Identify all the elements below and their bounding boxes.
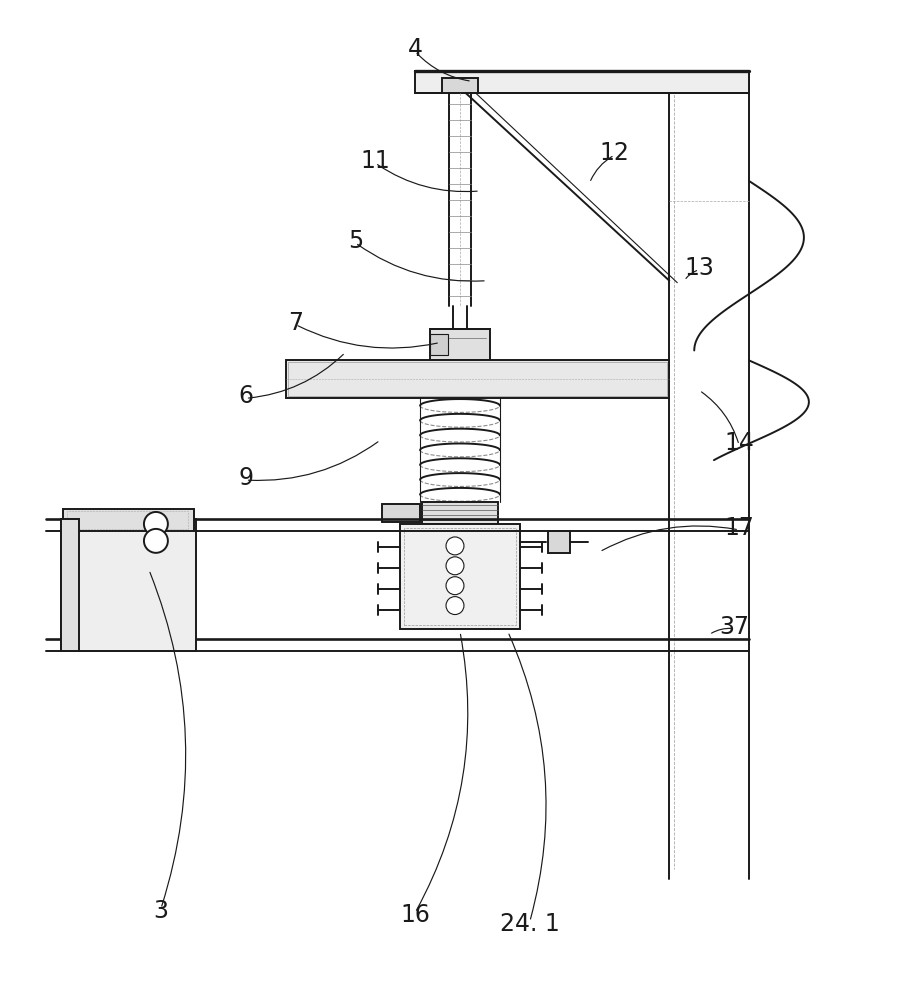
Bar [415, 71, 749, 93]
Bar [548, 531, 570, 553]
Text: 12: 12 [599, 141, 629, 165]
Bar [430, 329, 490, 360]
Bar [63, 509, 194, 531]
Bar [442, 78, 478, 93]
Bar [287, 362, 667, 396]
Circle shape [446, 597, 464, 615]
Bar [285, 360, 670, 398]
Circle shape [446, 537, 464, 555]
Text: 11: 11 [360, 149, 390, 173]
Bar [68, 511, 188, 529]
Text: 17: 17 [724, 516, 754, 540]
Text: 6: 6 [238, 384, 253, 408]
Circle shape [144, 529, 168, 553]
Text: 4: 4 [408, 37, 423, 61]
Text: 14: 14 [724, 431, 754, 455]
Bar [430, 334, 448, 355]
Bar [400, 524, 520, 629]
Circle shape [446, 577, 464, 595]
Text: 16: 16 [400, 903, 430, 927]
Text: 9: 9 [238, 466, 253, 490]
Bar [404, 528, 516, 625]
Bar [61, 519, 196, 651]
Circle shape [446, 557, 464, 575]
Bar [61, 519, 79, 651]
Bar [382, 504, 420, 522]
Text: 3: 3 [153, 899, 168, 923]
Text: 24. 1: 24. 1 [500, 912, 560, 936]
Circle shape [144, 512, 168, 536]
Text: 37: 37 [719, 615, 749, 639]
Text: 7: 7 [288, 311, 303, 335]
Bar [422, 502, 498, 524]
Text: 5: 5 [347, 229, 363, 253]
Text: 13: 13 [684, 256, 715, 280]
